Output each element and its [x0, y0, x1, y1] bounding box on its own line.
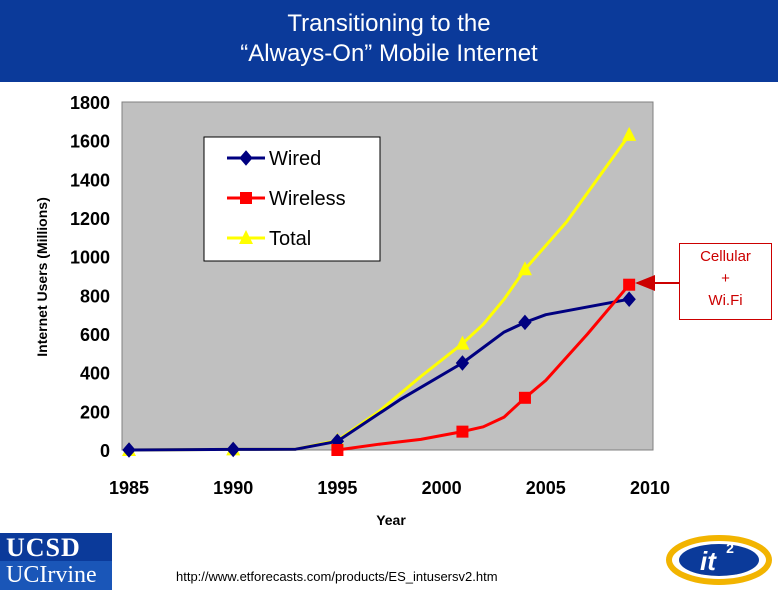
- callout-line-3: Wi.Fi: [708, 292, 743, 309]
- data-point-wired: [622, 291, 636, 307]
- y-tick-label: 0: [100, 441, 110, 461]
- data-point-wired: [518, 314, 532, 331]
- legend-label-wireless: Wireless: [269, 188, 346, 210]
- y-tick-label: 800: [80, 286, 110, 306]
- x-axis-label: Year: [376, 512, 406, 528]
- title-bar: Transitioning to the “Always-On” Mobile …: [0, 0, 778, 82]
- legend: Wired Wireless Total: [203, 136, 381, 262]
- callout-box: Cellular + Wi.Fi: [679, 243, 772, 320]
- slide-title-line-1: Transitioning to the: [287, 10, 491, 37]
- callout-line-2: +: [721, 270, 730, 287]
- x-axis-ticks: 1985 1990 1995 2000 2005 2010: [109, 478, 670, 498]
- y-tick-label: 600: [80, 325, 110, 345]
- legend-item-wired: Wired: [227, 148, 321, 170]
- it2-logo: it 2: [666, 535, 772, 585]
- legend-items: Wired Wireless Total: [227, 148, 346, 250]
- y-axis-label: Internet Users (Millions): [34, 197, 50, 356]
- y-tick-label: 1600: [70, 132, 110, 152]
- x-tick-label: 2005: [526, 478, 566, 498]
- data-point-wired: [122, 442, 136, 458]
- uc-irvine-logo: UCIrvine: [0, 561, 112, 590]
- data-point-wireless: [456, 425, 469, 438]
- legend-item-total: Total: [227, 228, 311, 250]
- data-point-total: [622, 126, 637, 141]
- series-wireless: [331, 278, 636, 456]
- data-point-wireless: [623, 278, 636, 291]
- ucsd-logo: UCSD: [0, 533, 112, 563]
- y-axis-ticks: 0 200 400 600 800 1000 1200 1400 1600 1800: [70, 93, 110, 461]
- data-point-wireless: [518, 391, 531, 404]
- plot-area: [121, 101, 654, 451]
- legend-label-wired: Wired: [269, 148, 321, 170]
- callout-line-1: Cellular: [700, 248, 751, 265]
- y-tick-label: 400: [80, 364, 110, 384]
- data-point-total: [455, 335, 470, 350]
- y-tick-label: 200: [80, 402, 110, 422]
- y-tick-label: 1400: [70, 170, 110, 190]
- legend-marker-wireless: [240, 192, 252, 204]
- x-tick-label: 1995: [317, 478, 357, 498]
- legend-item-wireless: Wireless: [227, 188, 346, 210]
- slide-title-line-2: “Always-On” Mobile Internet: [240, 40, 538, 67]
- series-wired: [122, 291, 636, 458]
- data-point-wired: [226, 441, 240, 458]
- series-line-wireless: [337, 283, 631, 452]
- x-tick-label: 1990: [213, 478, 253, 498]
- y-tick-label: 1200: [70, 209, 110, 229]
- series-layer: [122, 126, 637, 458]
- legend-marker-total: [239, 230, 253, 244]
- legend-label-total: Total: [269, 228, 311, 250]
- data-point-total: [517, 261, 532, 276]
- x-tick-label: 1985: [109, 478, 149, 498]
- y-tick-label: 1000: [70, 248, 110, 268]
- legend-marker-wired: [239, 150, 253, 166]
- it2-logo-sup: 2: [726, 540, 734, 556]
- data-point-wired: [455, 355, 470, 371]
- x-tick-label: 2000: [422, 478, 462, 498]
- y-tick-label: 1800: [70, 93, 110, 113]
- data-point-wireless: [331, 444, 344, 456]
- source-url: http://www.etforecasts.com/products/ES_i…: [176, 569, 498, 584]
- x-tick-label: 2010: [630, 478, 670, 498]
- it2-logo-text: it: [700, 546, 717, 576]
